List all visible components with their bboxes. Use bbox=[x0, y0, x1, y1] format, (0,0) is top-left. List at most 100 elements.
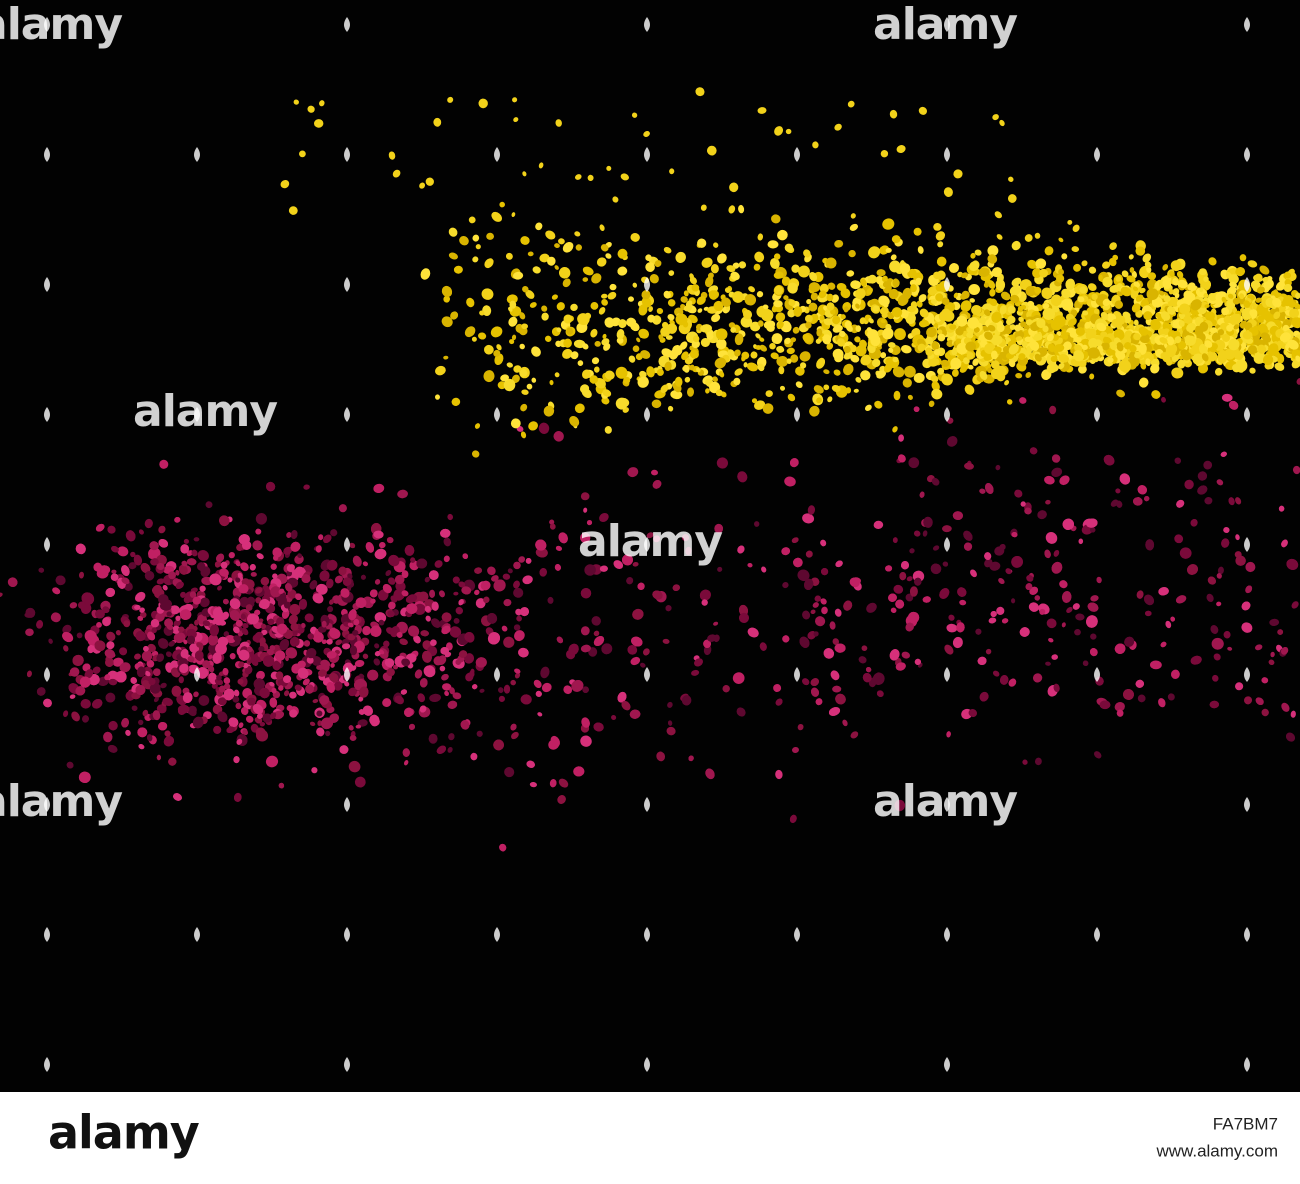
grain bbox=[115, 630, 121, 636]
grain bbox=[173, 632, 186, 644]
grain bbox=[737, 471, 748, 483]
grain bbox=[968, 284, 980, 295]
grain bbox=[753, 521, 760, 527]
grain bbox=[1059, 580, 1068, 589]
grain bbox=[823, 648, 835, 659]
grain bbox=[1034, 757, 1042, 766]
grain bbox=[514, 630, 525, 642]
grain bbox=[108, 720, 118, 731]
grain bbox=[541, 682, 552, 693]
grain bbox=[228, 551, 235, 559]
grain bbox=[449, 626, 462, 638]
grain bbox=[1179, 547, 1192, 559]
grain bbox=[1216, 601, 1222, 607]
grain bbox=[830, 670, 840, 681]
grain bbox=[379, 541, 386, 549]
grain bbox=[207, 664, 215, 673]
grain bbox=[382, 698, 392, 708]
grain bbox=[442, 683, 452, 691]
particles bbox=[0, 87, 1300, 852]
grain bbox=[511, 731, 519, 740]
grain bbox=[388, 601, 396, 610]
grain bbox=[909, 548, 915, 554]
grain bbox=[173, 619, 181, 628]
grain bbox=[1045, 531, 1058, 544]
grain bbox=[275, 671, 284, 680]
grain bbox=[892, 278, 900, 288]
grain bbox=[656, 751, 666, 762]
grain bbox=[1174, 534, 1184, 544]
grain bbox=[69, 694, 76, 699]
grain bbox=[842, 719, 848, 727]
grain bbox=[932, 545, 940, 551]
grain bbox=[294, 684, 302, 691]
grain bbox=[1281, 702, 1290, 712]
grain bbox=[558, 778, 569, 788]
grain bbox=[428, 733, 438, 744]
grain bbox=[717, 566, 723, 572]
grain bbox=[348, 760, 361, 773]
grain bbox=[1010, 598, 1016, 604]
grain bbox=[476, 730, 483, 737]
grain bbox=[1059, 475, 1070, 486]
grain bbox=[515, 608, 522, 616]
grain bbox=[258, 645, 265, 653]
grain bbox=[514, 668, 521, 674]
grain bbox=[449, 687, 455, 695]
grain bbox=[815, 616, 826, 627]
grain bbox=[354, 659, 365, 668]
grain bbox=[583, 507, 588, 513]
grain bbox=[861, 645, 868, 652]
grain bbox=[205, 501, 213, 509]
grain bbox=[513, 561, 521, 570]
grain bbox=[387, 577, 396, 585]
grain bbox=[1292, 465, 1300, 475]
grain bbox=[128, 562, 137, 570]
grain bbox=[1048, 637, 1054, 643]
grain bbox=[514, 672, 521, 679]
grain bbox=[327, 606, 334, 613]
grain bbox=[866, 602, 877, 613]
grain bbox=[985, 648, 992, 655]
grain bbox=[487, 566, 496, 576]
grain bbox=[640, 662, 646, 668]
grain bbox=[316, 664, 322, 670]
grain bbox=[334, 575, 343, 584]
grain bbox=[959, 599, 967, 606]
grain bbox=[434, 560, 443, 568]
grain bbox=[946, 436, 958, 447]
grain bbox=[510, 679, 516, 686]
grain bbox=[1197, 471, 1208, 481]
grain bbox=[183, 639, 188, 645]
grain bbox=[286, 705, 293, 712]
grain bbox=[453, 591, 459, 596]
grain bbox=[503, 636, 515, 648]
grain bbox=[1291, 601, 1299, 609]
grain bbox=[452, 692, 462, 700]
grain bbox=[50, 612, 61, 623]
grain bbox=[646, 532, 654, 539]
grain bbox=[256, 670, 265, 680]
grain bbox=[330, 662, 335, 668]
grain bbox=[404, 760, 409, 766]
grain bbox=[227, 577, 233, 583]
grain bbox=[367, 669, 379, 681]
grain bbox=[255, 513, 268, 525]
grain bbox=[1158, 587, 1169, 596]
watermark: alamy bbox=[578, 516, 722, 567]
grain bbox=[312, 698, 319, 704]
grain bbox=[580, 735, 592, 747]
grain bbox=[362, 705, 374, 716]
grain bbox=[651, 469, 658, 476]
grain bbox=[92, 666, 101, 674]
grain bbox=[893, 390, 901, 401]
grain bbox=[197, 550, 209, 561]
footer-url: www.alamy.com bbox=[1155, 1141, 1278, 1160]
grain bbox=[732, 672, 745, 684]
grain bbox=[357, 719, 368, 727]
grain bbox=[553, 431, 564, 442]
grain bbox=[1216, 479, 1224, 486]
grain bbox=[240, 562, 249, 572]
grain bbox=[747, 562, 753, 568]
grain bbox=[1114, 702, 1125, 712]
